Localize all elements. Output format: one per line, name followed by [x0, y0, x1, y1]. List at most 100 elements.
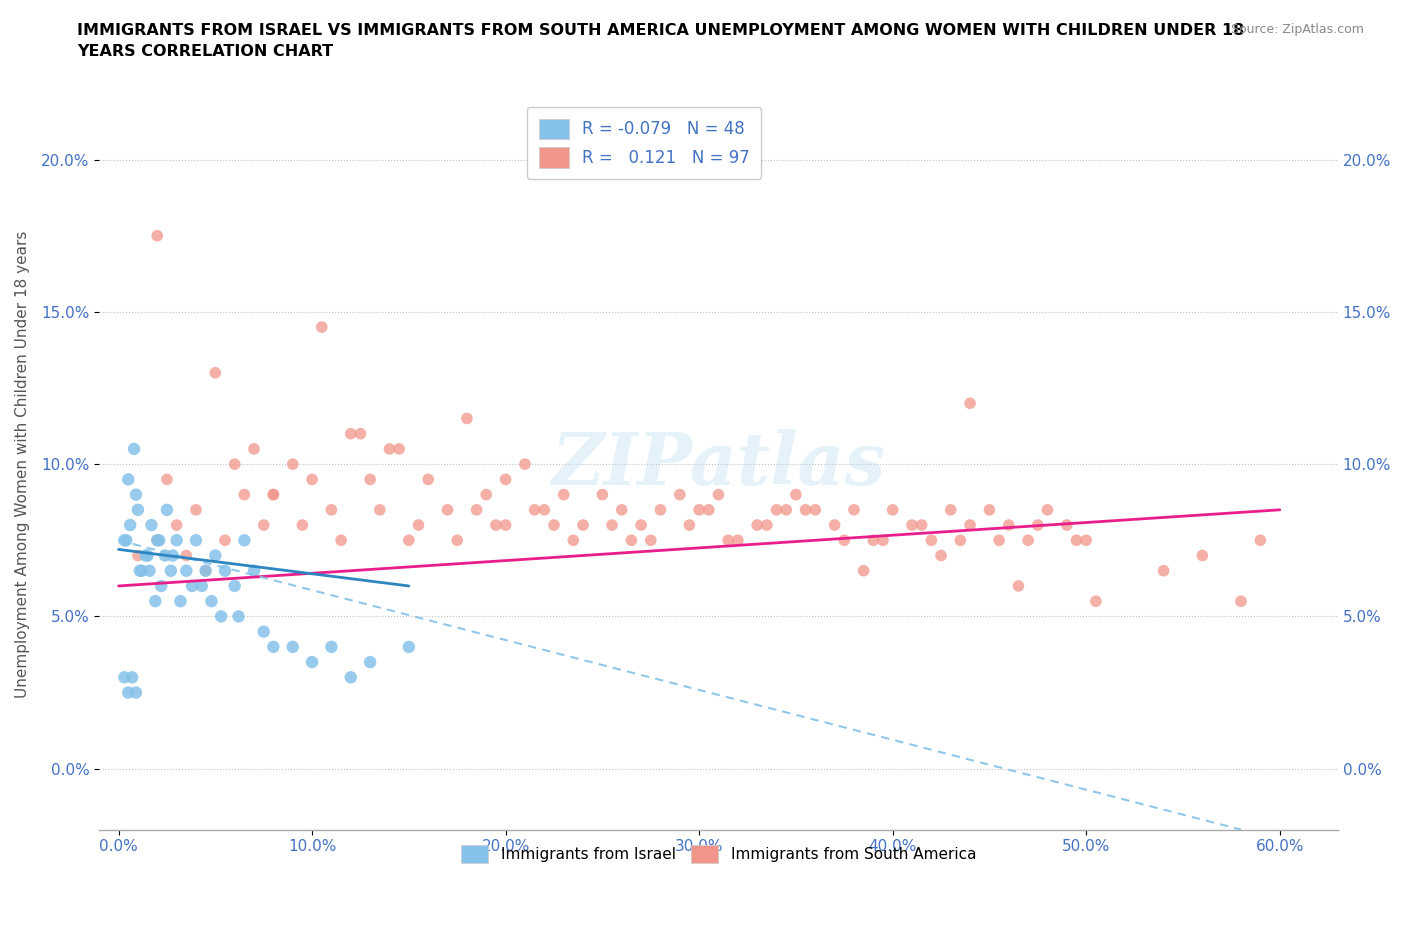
Point [591, 487, 613, 502]
Point [125, 685, 148, 700]
Point [485, 518, 508, 533]
Point [146, 533, 169, 548]
Point [1249, 533, 1271, 548]
Point [388, 442, 411, 457]
Point [553, 487, 575, 502]
Point [224, 578, 246, 593]
Point [882, 502, 904, 517]
Point [765, 502, 787, 517]
Point [214, 564, 236, 578]
Point [311, 320, 333, 335]
Text: IMMIGRANTS FROM ISRAEL VS IMMIGRANTS FROM SOUTH AMERICA UNEMPLOYMENT AMONG WOMEN: IMMIGRANTS FROM ISRAEL VS IMMIGRANTS FRO… [77, 23, 1244, 60]
Point [1153, 564, 1175, 578]
Point [194, 564, 217, 578]
Point [262, 640, 284, 655]
Point [872, 533, 894, 548]
Point [233, 533, 256, 548]
Point [620, 533, 643, 548]
Point [862, 533, 884, 548]
Point [184, 533, 207, 548]
Point [156, 502, 179, 517]
Point [1017, 533, 1039, 548]
Point [127, 548, 149, 563]
Point [359, 655, 381, 670]
Point [262, 487, 284, 502]
Point [138, 564, 160, 578]
Point [775, 502, 797, 517]
Point [174, 564, 197, 578]
Point [150, 578, 173, 593]
Point [456, 411, 478, 426]
Point [146, 228, 169, 243]
Point [630, 518, 652, 533]
Point [169, 593, 191, 608]
Point [1026, 518, 1049, 533]
Point [755, 518, 778, 533]
Point [495, 518, 517, 533]
Point [131, 564, 153, 578]
Point [929, 548, 952, 563]
Point [224, 457, 246, 472]
Point [339, 670, 361, 684]
Point [398, 640, 420, 655]
Point [513, 457, 536, 472]
Point [785, 487, 807, 502]
Point [359, 472, 381, 486]
Point [321, 502, 343, 517]
Point [243, 564, 266, 578]
Point [398, 533, 420, 548]
Point [901, 518, 924, 533]
Point [446, 533, 468, 548]
Point [988, 533, 1011, 548]
Point [747, 518, 769, 533]
Point [301, 472, 323, 486]
Point [1036, 502, 1059, 517]
Point [939, 502, 962, 517]
Point [1076, 533, 1098, 548]
Point [112, 533, 135, 548]
Point [378, 442, 401, 457]
Point [148, 533, 170, 548]
Point [141, 518, 163, 533]
Point [640, 533, 662, 548]
Point [804, 502, 827, 517]
Point [475, 487, 498, 502]
Point [572, 518, 595, 533]
Point [127, 502, 149, 517]
Point [832, 533, 855, 548]
Point [120, 518, 142, 533]
Point [146, 533, 169, 548]
Y-axis label: Unemployment Among Women with Children Under 18 years: Unemployment Among Women with Children U… [15, 231, 30, 698]
Point [204, 365, 226, 380]
Point [184, 502, 207, 517]
Point [128, 564, 150, 578]
Point [136, 548, 159, 563]
Point [253, 518, 276, 533]
Point [349, 426, 371, 441]
Point [920, 533, 942, 548]
Point [301, 655, 323, 670]
Point [194, 564, 217, 578]
Point [688, 502, 710, 517]
Point [495, 472, 517, 486]
Point [135, 548, 157, 563]
Point [115, 533, 138, 548]
Point [959, 518, 981, 533]
Point [1066, 533, 1088, 548]
Point [191, 578, 214, 593]
Point [281, 457, 304, 472]
Point [1056, 518, 1078, 533]
Point [408, 518, 430, 533]
Point [707, 487, 730, 502]
Point [911, 518, 934, 533]
Point [330, 533, 353, 548]
Point [949, 533, 972, 548]
Point [1007, 578, 1029, 593]
Point [418, 472, 440, 486]
Point [650, 502, 672, 517]
Point [465, 502, 488, 517]
Point [600, 518, 623, 533]
Point [717, 533, 740, 548]
Point [156, 472, 179, 486]
Text: Source: ZipAtlas.com: Source: ZipAtlas.com [1230, 23, 1364, 36]
